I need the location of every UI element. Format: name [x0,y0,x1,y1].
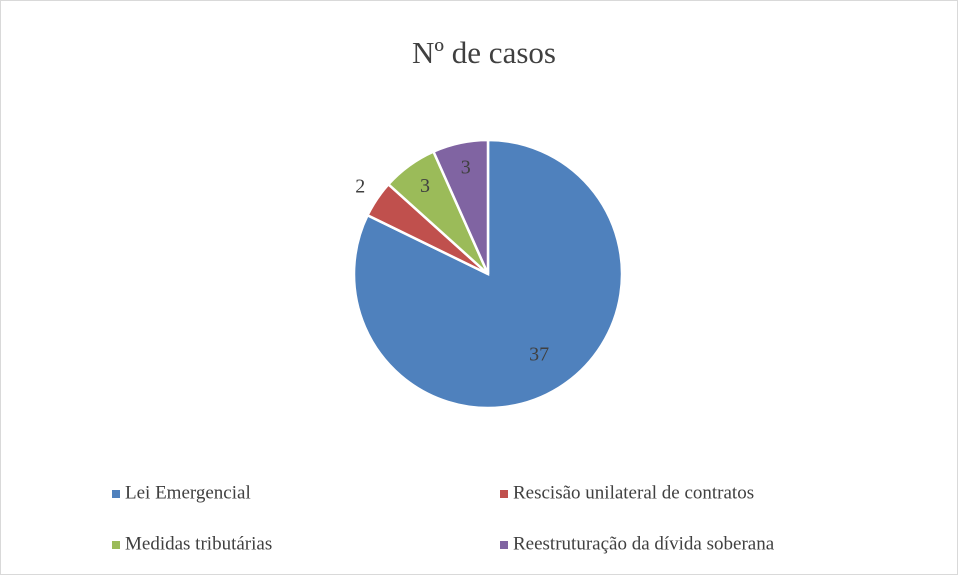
legend-swatch [112,490,120,498]
data-label: 3 [461,157,471,179]
legend-label: Lei Emergencial [125,482,251,503]
legend-label: Rescisão unilateral de contratos [513,482,754,503]
legend-swatch [500,541,508,549]
data-label: 3 [420,175,430,197]
pie-slice [431,138,490,275]
legend-swatch [112,541,120,549]
legend-label: Medidas tributárias [125,533,272,554]
chart-title: Nº de casos [412,35,556,70]
legend-label: Reestruturação da dívida soberana [513,533,775,554]
data-label: 2 [355,175,365,197]
data-label: 37 [529,343,549,365]
legend-swatch [500,490,508,498]
